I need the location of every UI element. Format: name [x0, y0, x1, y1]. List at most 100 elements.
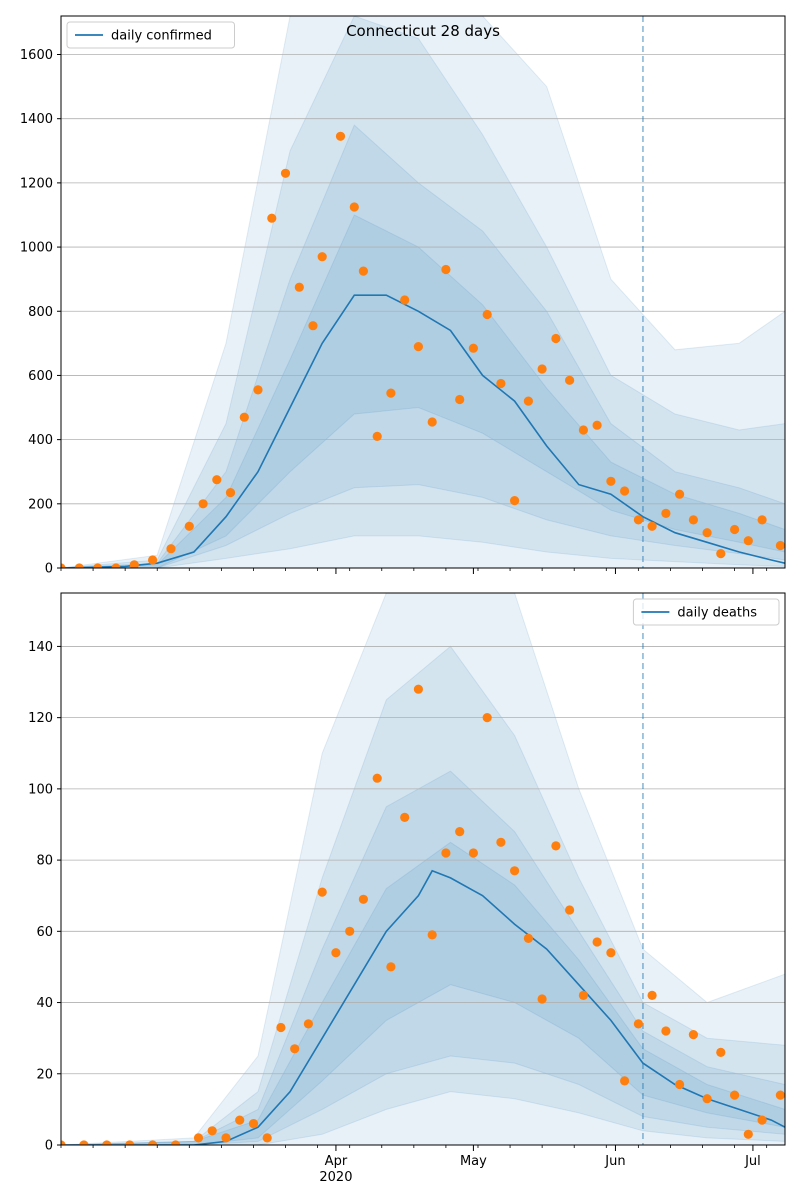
data-point — [468, 343, 478, 353]
y-tick-label: 40 — [36, 996, 53, 1011]
data-point — [276, 1022, 286, 1033]
data-point — [730, 524, 740, 535]
data-point — [386, 388, 396, 398]
data-point — [253, 385, 263, 395]
data-point — [688, 1030, 699, 1040]
data-point — [578, 990, 589, 1001]
data-point — [551, 841, 561, 851]
data-point — [280, 168, 291, 178]
data-point — [345, 926, 355, 936]
data-point — [125, 1140, 135, 1145]
y-tick-label: 1200 — [20, 176, 53, 191]
data-point — [358, 266, 368, 276]
y-tick-label: 140 — [28, 640, 53, 655]
data-point — [317, 252, 327, 262]
data-point — [661, 508, 671, 518]
data-point — [578, 425, 589, 435]
data-point — [166, 544, 176, 554]
y-tick-label: 800 — [28, 305, 53, 320]
data-point — [509, 496, 520, 506]
data-point — [675, 489, 685, 499]
y-tick-label: 1600 — [20, 48, 53, 63]
data-point — [79, 1140, 89, 1145]
x-tick-label: Jun — [604, 1154, 625, 1169]
plot-area — [61, 16, 785, 568]
data-point — [198, 499, 208, 509]
data-point — [565, 375, 575, 385]
uncertainty-band-2 — [61, 770, 785, 1145]
data-point — [349, 202, 359, 212]
data-point — [775, 1090, 785, 1100]
data-point — [290, 1044, 300, 1054]
data-point — [207, 1126, 217, 1136]
data-point — [441, 848, 451, 858]
data-point — [633, 515, 644, 525]
legend: daily deaths — [632, 598, 780, 626]
data-point — [74, 563, 84, 568]
data-point — [743, 1129, 753, 1139]
data-point — [331, 948, 341, 958]
y-tick-label: 20 — [36, 1067, 53, 1082]
data-point — [702, 528, 712, 538]
data-point — [757, 1115, 767, 1125]
uncertainty-band-0 — [61, 593, 785, 1145]
legend-box — [632, 598, 780, 626]
data-point — [193, 1133, 204, 1143]
data-point — [93, 563, 103, 568]
plot-area — [61, 593, 785, 1145]
data-point — [523, 396, 534, 406]
data-point — [716, 1047, 726, 1057]
data-point — [102, 1140, 112, 1145]
data-point — [239, 412, 249, 422]
series-line-0 — [61, 294, 785, 568]
y-tick-label: 200 — [28, 497, 53, 512]
data-point — [61, 1140, 66, 1145]
y-tick-label: 60 — [36, 925, 53, 940]
legend-label: daily confirmed — [111, 29, 212, 44]
confirmed-chart: 0 200 400 600 800 1000 1200 1400 1600 Connecticut… — [20, 15, 786, 577]
data-point — [148, 555, 158, 565]
data-point — [221, 1133, 231, 1143]
data-point — [413, 684, 423, 694]
data-point — [267, 213, 277, 223]
data-point — [592, 420, 602, 430]
series-line-0 — [61, 869, 785, 1145]
data-point — [606, 476, 616, 486]
data-point — [308, 321, 318, 331]
data-point — [633, 1019, 644, 1029]
data-point — [551, 333, 561, 344]
data-point — [702, 1094, 712, 1104]
chart-title: Connecticut 28 days — [346, 22, 500, 40]
legend: daily confirmed — [66, 21, 235, 49]
uncertainty-band-0 — [61, 16, 785, 568]
x-tick-label: Jul — [744, 1154, 761, 1169]
data-point — [184, 521, 194, 531]
data-point — [61, 563, 66, 568]
data-point — [688, 515, 699, 525]
data-point — [400, 295, 410, 305]
data-point — [262, 1133, 272, 1143]
data-point — [565, 905, 575, 915]
data-point — [358, 894, 368, 904]
data-point — [468, 848, 478, 858]
axes-frame — [60, 15, 786, 569]
x-tick-label: Apr — [325, 1154, 348, 1169]
uncertainty-band-3 — [61, 214, 785, 568]
data-point — [171, 1140, 181, 1145]
data-point — [482, 713, 492, 723]
uncertainty-band-1 — [61, 16, 785, 568]
data-point — [427, 417, 437, 427]
data-point — [386, 962, 396, 972]
legend-box — [66, 21, 235, 49]
data-point — [482, 309, 492, 320]
data-point — [647, 521, 657, 531]
data-point — [111, 563, 121, 568]
data-point — [248, 1119, 259, 1129]
uncertainty-band-3 — [61, 841, 785, 1145]
data-point — [757, 515, 767, 525]
legend-label: daily deaths — [677, 606, 757, 621]
y-tick-label: 80 — [36, 854, 53, 869]
data-point — [620, 486, 630, 496]
data-point — [372, 431, 382, 441]
